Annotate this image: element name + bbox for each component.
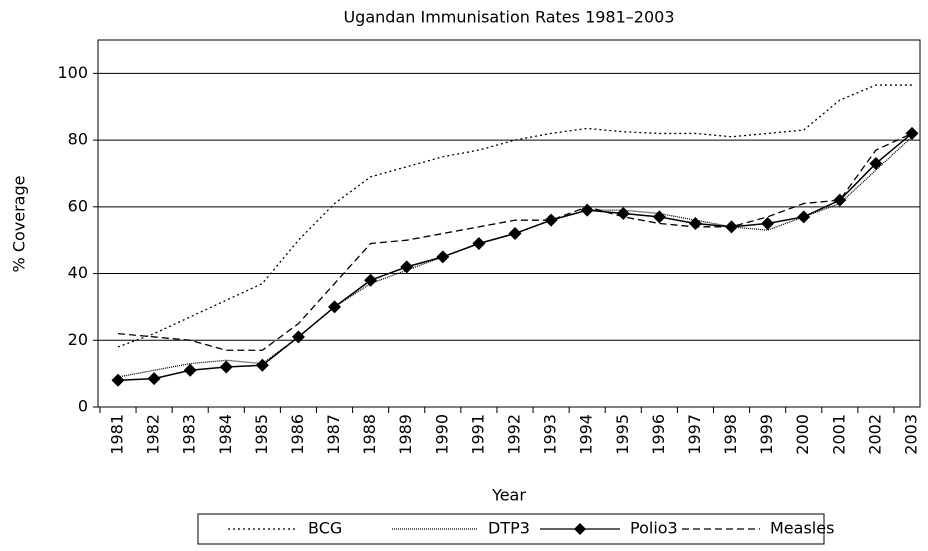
series-line: [117, 132, 913, 382]
plot-frame: [97, 39, 921, 408]
marker: [291, 330, 305, 344]
x-tick-label: 1997: [685, 414, 704, 455]
marker: [761, 217, 775, 230]
x-axis-label: Year: [491, 486, 526, 505]
x-tick-label: 1991: [468, 414, 487, 455]
series-line: [117, 136, 913, 378]
x-tick-label: 1995: [613, 414, 632, 455]
marker: [580, 203, 594, 217]
y-tick-label: 40: [68, 263, 88, 282]
x-tick-label: 1998: [721, 414, 740, 455]
y-tick-label: 0: [78, 397, 88, 416]
x-tick-label: 1990: [432, 414, 451, 455]
x-tick-label: 1994: [577, 414, 596, 455]
x-tick-label: 1996: [649, 414, 668, 455]
chart-title: Ugandan Immunisation Rates 1981–2003: [343, 8, 674, 27]
x-tick-label: 1986: [288, 414, 307, 455]
x-tick-label: 1989: [396, 414, 415, 455]
marker: [400, 260, 414, 274]
y-axis-label: % Coverage: [10, 176, 29, 273]
marker: [616, 206, 630, 220]
x-tick-label: 2001: [829, 414, 848, 455]
x-tick-label: 1983: [180, 414, 199, 455]
marker: [364, 273, 378, 287]
y-tick-label: 100: [57, 63, 88, 82]
y-tick-label: 60: [68, 196, 88, 215]
marker: [905, 126, 919, 140]
marker: [436, 250, 450, 264]
marker: [111, 373, 125, 387]
legend-label: Polio3: [630, 519, 678, 538]
x-tick-label: 2003: [902, 414, 921, 455]
series-line: [117, 132, 913, 351]
y-tick-label: 80: [68, 130, 88, 149]
legend-label: DTP3: [488, 519, 530, 538]
x-tick-label: 1982: [144, 414, 163, 455]
marker: [797, 210, 811, 224]
x-tick-label: 1984: [216, 414, 235, 455]
marker: [833, 193, 847, 207]
marker: [183, 363, 197, 377]
x-tick-label: 1981: [108, 414, 127, 455]
y-tick-label: 20: [68, 330, 88, 349]
legend-marker: [574, 523, 586, 535]
x-tick-label: 1985: [252, 414, 271, 455]
legend-label: BCG: [308, 519, 342, 538]
marker: [472, 237, 486, 251]
x-tick-label: 2000: [793, 414, 812, 455]
marker: [869, 156, 883, 170]
marker: [688, 217, 702, 230]
marker: [255, 358, 269, 372]
marker: [328, 300, 342, 314]
marker: [219, 360, 233, 374]
marker: [508, 227, 522, 241]
legend-box: [197, 513, 825, 545]
legend-label: Measles: [770, 519, 834, 538]
x-tick-label: 2002: [865, 414, 884, 455]
x-tick-label: 1993: [541, 414, 560, 455]
marker: [544, 213, 558, 227]
x-tick-label: 1988: [360, 414, 379, 455]
x-tick-label: 1999: [757, 414, 776, 455]
series-line: [117, 84, 912, 348]
x-tick-label: 1987: [324, 414, 343, 455]
marker: [652, 210, 666, 224]
x-tick-label: 1992: [505, 414, 524, 455]
marker: [147, 372, 161, 386]
